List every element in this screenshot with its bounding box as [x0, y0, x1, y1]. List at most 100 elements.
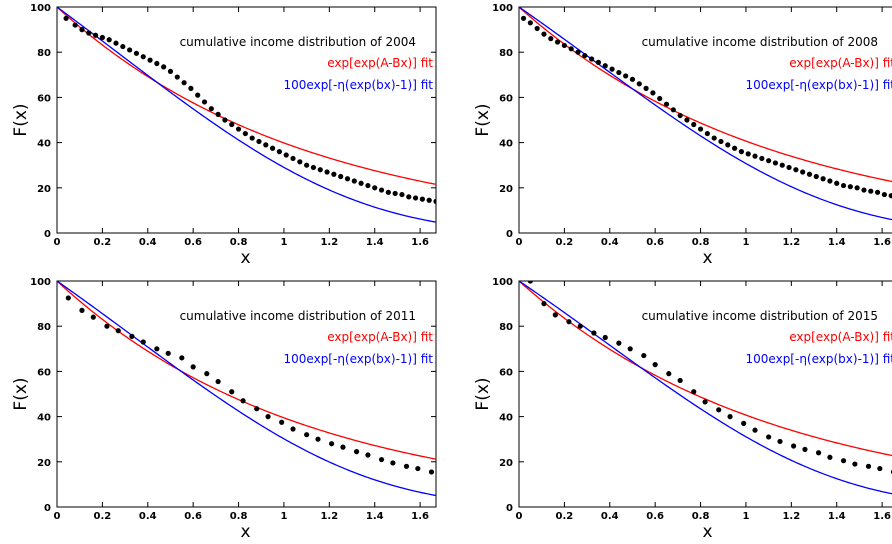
data-point: [793, 167, 799, 173]
x-tick-label: 0.2: [556, 237, 574, 248]
data-point: [372, 185, 378, 191]
x-tick-label: 0: [54, 511, 61, 522]
y-tick-label: 80: [499, 48, 513, 59]
x-tick-label: 0.8: [230, 511, 248, 522]
legend-entry: exp[exp(A-Bx)] fit: [327, 330, 433, 344]
data-point: [290, 155, 296, 162]
data-point: [786, 164, 792, 171]
data-point: [595, 59, 602, 65]
x-tick-label: 1.2: [782, 237, 800, 248]
x-tick-label: 0.6: [184, 237, 202, 248]
data-point: [365, 182, 371, 189]
y-axis-label: F(x): [11, 103, 31, 136]
data-point: [652, 362, 658, 368]
x-tick-label: 0.2: [556, 511, 574, 522]
data-point: [254, 406, 260, 412]
x-tick-label: 0.8: [692, 511, 710, 522]
data-point: [426, 197, 432, 203]
data-point: [99, 34, 105, 41]
y-tick-label: 20: [37, 184, 51, 195]
data-point: [691, 389, 697, 395]
data-point: [772, 160, 779, 166]
legend-entry: exp[exp(A-Bx)] fit: [789, 330, 892, 344]
y-axis-label: F(x): [11, 377, 31, 410]
x-tick-label: 1.6: [873, 511, 891, 522]
data-point: [827, 178, 833, 184]
data-point: [527, 281, 533, 284]
x-tick-label: 0.6: [646, 511, 664, 522]
data-point: [616, 69, 622, 76]
data-point: [534, 25, 540, 32]
y-tick-label: 20: [499, 184, 513, 195]
data-point: [179, 355, 185, 361]
x-tick-label: 0: [516, 237, 523, 248]
y-tick-label: 60: [37, 93, 51, 104]
y-tick-label: 100: [30, 3, 51, 14]
chart-panel-1: 0 0.2 0.4 0.6 0.8 1 1.2 1.4 1.6 0 20 40 60 80 100 x F(x)…: [11, 3, 437, 268]
x-tick-label: 0.4: [139, 511, 157, 522]
x-tick-label: 1.2: [320, 511, 338, 522]
data-point: [79, 27, 85, 33]
x-tick-label: 1.6: [411, 237, 429, 248]
x-tick-label: 0.2: [94, 511, 112, 522]
data-point: [589, 56, 595, 62]
fit-curve-red: [57, 281, 436, 460]
data-point: [147, 57, 153, 63]
data-point: [527, 20, 533, 26]
data-point: [874, 189, 881, 195]
data-point: [834, 180, 840, 186]
data-point: [72, 22, 78, 28]
data-point: [609, 66, 615, 72]
data-point: [154, 60, 160, 67]
x-tick-label: 0.4: [139, 237, 157, 248]
x-tick-label: 1: [742, 237, 749, 248]
legend-entry: exp[exp(A-Bx)] fit: [789, 56, 892, 70]
data-point: [90, 314, 96, 320]
data-point: [759, 155, 765, 162]
data-point: [304, 162, 310, 168]
data-point: [204, 371, 210, 377]
y-axis-label: F(x): [473, 103, 493, 136]
data-point: [433, 198, 436, 204]
x-tick-label: 0.4: [601, 237, 619, 248]
data-point: [663, 101, 670, 107]
data-point: [399, 191, 405, 198]
data-point: [718, 138, 724, 145]
data-point: [704, 130, 710, 137]
data-point: [623, 73, 629, 79]
data-point: [310, 164, 317, 171]
fit-curve-red: [57, 7, 436, 186]
data-point: [403, 463, 410, 469]
data-point: [133, 50, 140, 56]
data-point: [752, 153, 758, 159]
data-point: [629, 76, 636, 82]
data-point: [249, 135, 255, 141]
data-point: [161, 64, 167, 70]
x-tick-label: 1: [742, 511, 749, 522]
data-point: [602, 63, 608, 69]
data-point: [385, 189, 391, 195]
legend-entry: 100exp[-η(exp(bx)-1)] fit: [746, 352, 892, 366]
y-tick-label: 60: [499, 93, 513, 104]
data-point: [813, 173, 819, 180]
data-point: [602, 334, 608, 341]
data-point: [415, 465, 421, 472]
legend-entry: 100exp[-η(exp(bx)-1)] fit: [284, 78, 434, 92]
data-point: [378, 187, 385, 193]
data-point: [738, 149, 745, 155]
data-point: [256, 138, 262, 145]
data-point: [548, 36, 554, 42]
data-point: [636, 81, 642, 87]
data-point: [861, 187, 867, 193]
chart-title: cumulative income distribution of 2008: [642, 35, 878, 49]
x-tick-label: 1.4: [828, 511, 846, 522]
y-tick-label: 60: [499, 367, 513, 378]
data-point: [324, 169, 330, 175]
x-tick-label: 0.4: [601, 511, 619, 522]
data-point: [727, 414, 733, 420]
x-tick-label: 1.4: [828, 237, 846, 248]
y-tick-label: 40: [499, 413, 513, 424]
data-point: [820, 176, 826, 182]
data-point: [190, 364, 196, 370]
data-point: [568, 46, 574, 52]
